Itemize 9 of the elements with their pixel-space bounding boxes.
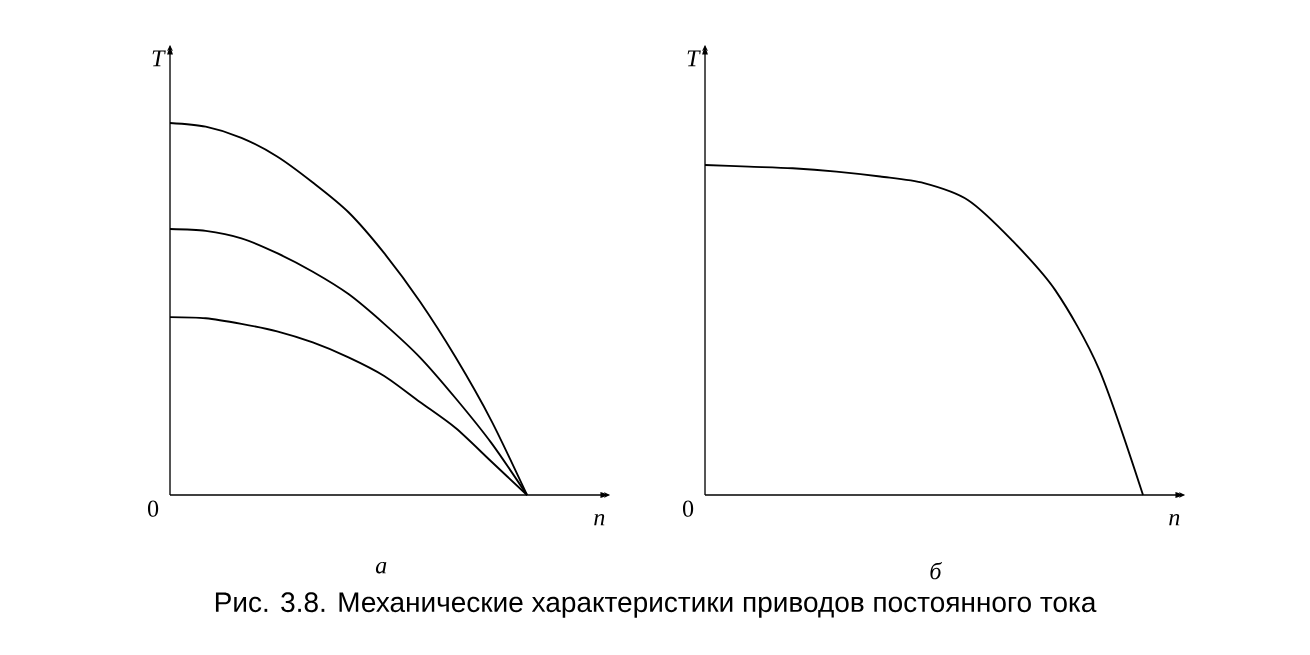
text: б — [930, 561, 943, 580]
text: Рис. 3.8. Механические характеристики приводов постоянного тока — [215, 592, 1097, 618]
y-axis-title: T — [687, 50, 701, 67]
text: 0 — [682, 500, 694, 517]
x-axis-title: n — [1169, 513, 1180, 526]
text: а — [375, 561, 387, 574]
y-axis-title: T — [152, 50, 166, 67]
x-axis-title: n — [594, 513, 605, 526]
text: 0 — [148, 500, 159, 517]
